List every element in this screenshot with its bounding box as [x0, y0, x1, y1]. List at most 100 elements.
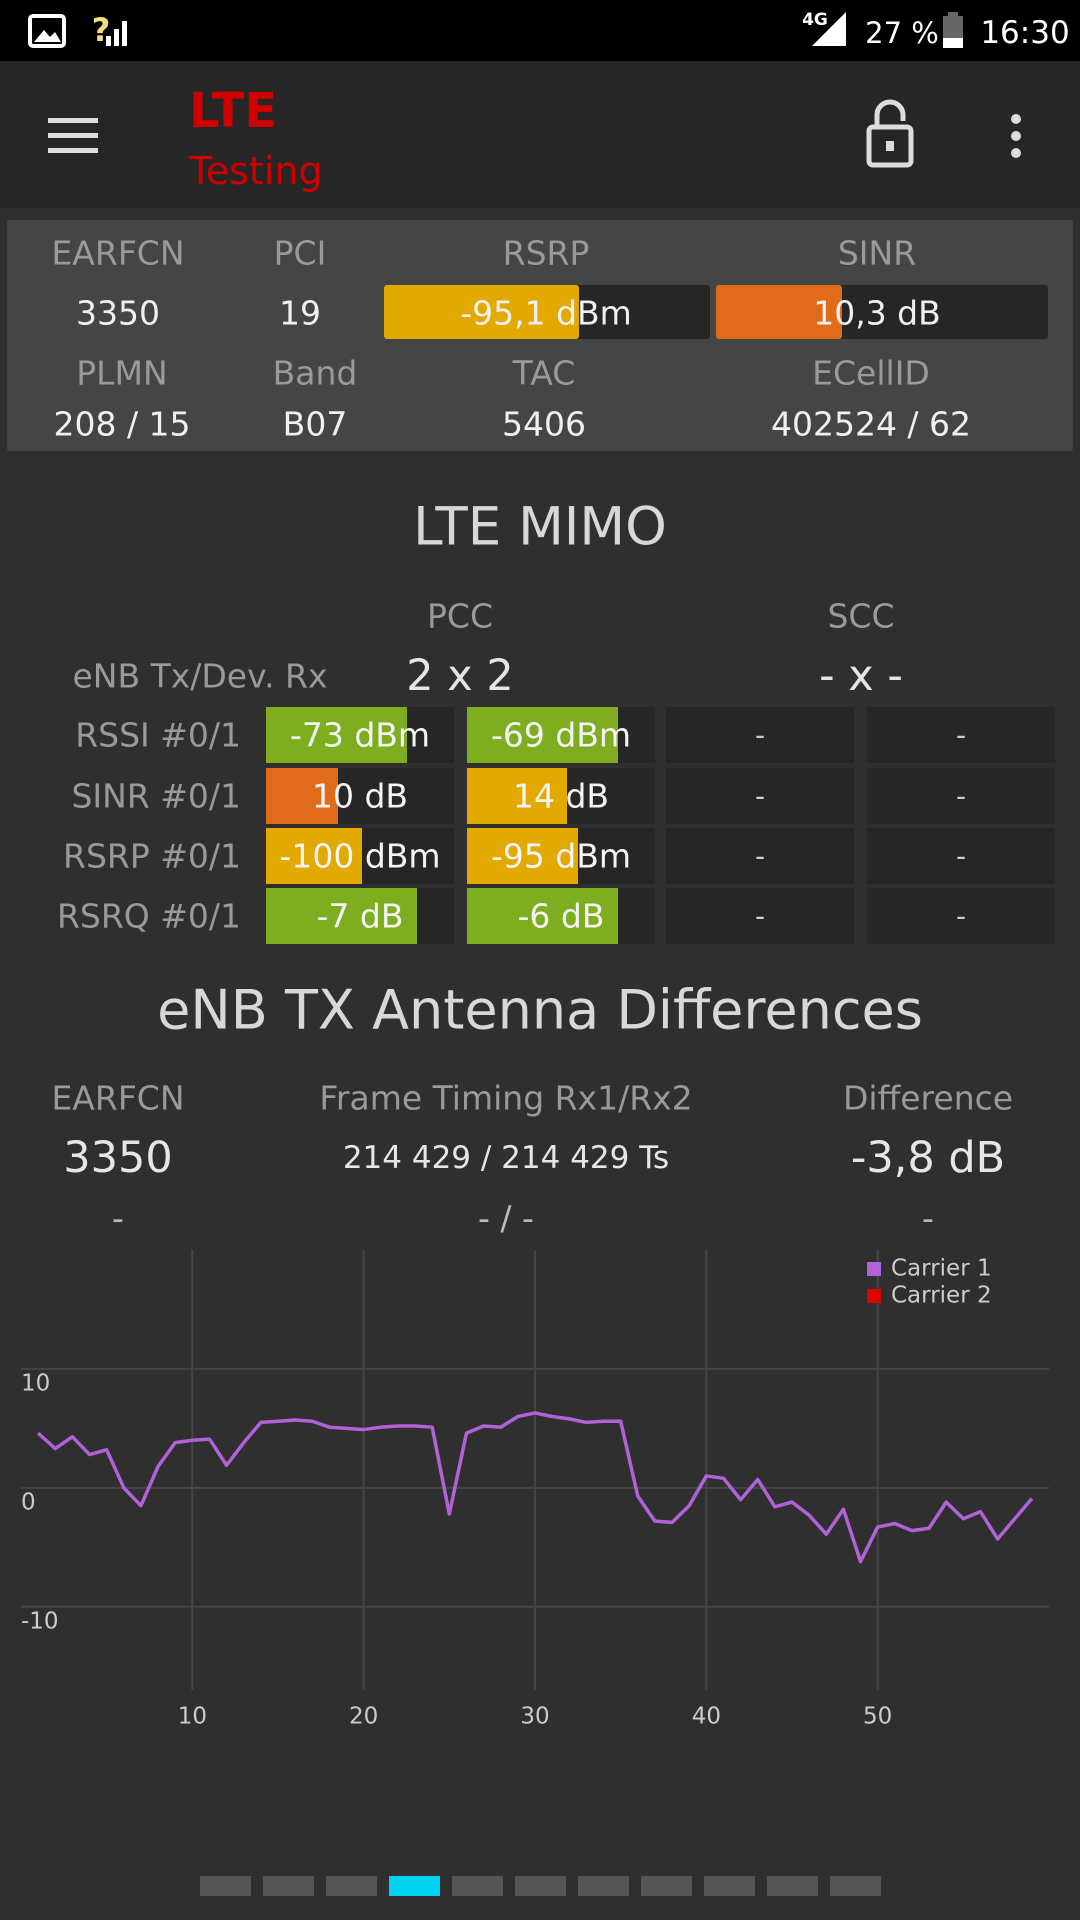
- cell-value: -: [754, 839, 766, 873]
- battery-level: [943, 38, 963, 48]
- field-label: PCI: [273, 233, 327, 273]
- metric-cell: -7 dB: [266, 888, 454, 944]
- field-value: 402524 / 62: [770, 404, 972, 444]
- menu-button[interactable]: [48, 118, 98, 153]
- field-label: TAC: [512, 353, 576, 393]
- data-line: [36, 1411, 1034, 1564]
- metric-cell: 10 dB: [266, 768, 454, 824]
- status-icons: [28, 12, 963, 48]
- metric-cell: 14 dB: [467, 768, 655, 824]
- page-indicator: [0, 1876, 1080, 1896]
- cell-value: -100 dBm: [279, 836, 441, 876]
- page-dot[interactable]: [389, 1876, 440, 1896]
- x-tick-label: 50: [863, 1704, 892, 1730]
- y-tick-label: 0: [21, 1489, 36, 1515]
- metric-cell: -: [666, 768, 854, 824]
- column-value: - / -: [478, 1198, 534, 1238]
- row-label: RSRQ #0/1: [56, 896, 241, 936]
- field-label: EARFCN: [51, 233, 185, 273]
- cell-value: -: [754, 779, 766, 813]
- cell-value: -73 dBm: [289, 715, 431, 755]
- column-value: -: [112, 1198, 124, 1238]
- legend-swatch: [867, 1289, 881, 1303]
- page-dot[interactable]: [641, 1876, 692, 1896]
- level-fill: [716, 285, 842, 339]
- metric-cell: -: [867, 768, 1055, 824]
- config-value: 2 x 2: [406, 651, 514, 701]
- page-dot[interactable]: [704, 1876, 755, 1896]
- x-tick-label: 10: [178, 1704, 207, 1730]
- cell-value: -: [955, 779, 967, 813]
- section-title: LTE MIMO: [413, 496, 667, 558]
- metric-cell: -: [867, 828, 1055, 884]
- level-fill: [467, 768, 567, 824]
- metric-cell: -: [867, 888, 1055, 944]
- metric-cell: -69 dBm: [467, 707, 655, 763]
- page-dot[interactable]: [452, 1876, 503, 1896]
- field-value: 3350: [76, 293, 160, 333]
- config-value: - x -: [819, 651, 903, 701]
- field-value: B07: [282, 404, 348, 444]
- x-tick-label: 40: [692, 1704, 721, 1730]
- battery-tip: [948, 12, 958, 16]
- cell-value: 10 dB: [311, 776, 409, 816]
- cell-value: -95 dBm: [490, 836, 632, 876]
- page-dot[interactable]: [830, 1876, 881, 1896]
- status-bar: ? 4G 27 % 16:30: [0, 0, 1080, 61]
- column-header: PCC: [427, 596, 493, 636]
- lock-button[interactable]: [866, 99, 914, 168]
- level-bar: [716, 285, 1048, 339]
- metric-cell: -: [666, 707, 854, 763]
- field-value: -95,1 dBm: [460, 293, 632, 333]
- page-dot[interactable]: [515, 1876, 566, 1896]
- column-header: EARFCN: [51, 1078, 185, 1118]
- metric-cell: -6 dB: [467, 888, 655, 944]
- overflow-menu[interactable]: [1011, 114, 1021, 158]
- signal-bar: [106, 36, 111, 46]
- level-fill: [467, 707, 618, 763]
- level-fill: [266, 888, 417, 944]
- field-label: ECellID: [812, 353, 930, 393]
- cell-value: -6 dB: [517, 896, 605, 936]
- level-fill: [384, 285, 579, 339]
- cell-value: -: [955, 839, 967, 873]
- gallery-icon: [28, 14, 66, 48]
- network-type: 4G: [802, 10, 828, 30]
- signal-bar: [122, 21, 127, 46]
- column-value: 3350: [63, 1133, 173, 1183]
- page-dot[interactable]: [767, 1876, 818, 1896]
- metric-cell: -95 dBm: [467, 828, 655, 884]
- row-label: SINR #0/1: [71, 776, 241, 816]
- signal-status: ?: [91, 11, 111, 49]
- network-signal: [812, 12, 846, 46]
- field-value: 19: [279, 293, 321, 333]
- level-fill: [266, 828, 362, 884]
- column-header: SCC: [827, 596, 895, 636]
- page-dot[interactable]: [326, 1876, 377, 1896]
- app-bar: LTE Testing: [0, 61, 1080, 208]
- column-header: Difference: [842, 1078, 1014, 1118]
- level-fill: [467, 828, 578, 884]
- field-value: 5406: [502, 404, 586, 444]
- level-fill: [266, 707, 407, 763]
- field-label: PLMN: [76, 353, 168, 393]
- row-label: eNB Tx/Dev. Rx: [72, 656, 328, 696]
- cell-value: -: [754, 899, 766, 933]
- page-dot[interactable]: [263, 1876, 314, 1896]
- field-label: Band: [272, 353, 358, 393]
- metric-cell: -100 dBm: [266, 828, 454, 884]
- column-header: Frame Timing Rx1/Rx2: [319, 1078, 693, 1118]
- field-label: RSRP: [502, 233, 590, 273]
- cell-value: 14 dB: [512, 776, 610, 816]
- row-label: RSSI #0/1: [75, 715, 241, 755]
- page-dot[interactable]: [200, 1876, 251, 1896]
- cell-value: -: [955, 899, 967, 933]
- section-title: eNB TX Antenna Differences: [157, 978, 923, 1042]
- legend-swatch: [867, 1262, 881, 1276]
- page-dot[interactable]: [578, 1876, 629, 1896]
- metric-cell: -: [666, 888, 854, 944]
- metric-cell: -: [867, 707, 1055, 763]
- metric-cell: -73 dBm: [266, 707, 454, 763]
- field-value: 10,3 dB: [813, 293, 941, 333]
